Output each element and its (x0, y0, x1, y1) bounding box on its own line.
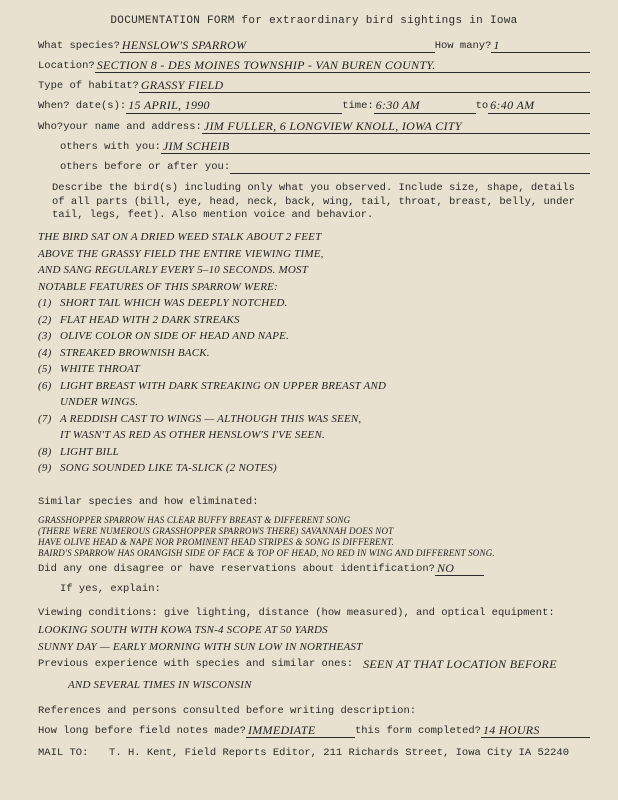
who-label: Who?your name and address: (38, 120, 202, 134)
similar-line: GRASSHOPPER SPARROW HAS CLEAR BUFFY BREA… (38, 515, 590, 526)
desc-item: (6)LIGHT BREAST WITH DARK STREAKING ON U… (38, 378, 590, 395)
others-before-value (230, 173, 590, 174)
form-page: DOCUMENTATION FORM for extraordinary bir… (0, 0, 618, 774)
viewing-body: LOOKING SOUTH WITH KOWA TSN-4 SCOPE AT 5… (38, 622, 590, 655)
location-label: Location? (38, 59, 95, 73)
disagree-value: NO (435, 562, 484, 576)
desc-item: (1)SHORT TAIL WHICH WAS DEEPLY NOTCHED. (38, 295, 590, 312)
howmany-value: 1 (491, 39, 590, 53)
others-before-label: others before or after you: (60, 160, 230, 174)
notes-value: IMMEDIATE (246, 724, 355, 738)
desc-line: THE BIRD SAT ON A DRIED WEED STALK ABOUT… (38, 229, 590, 246)
viewing-line: SUNNY DAY — EARLY MORNING WITH SUN LOW I… (38, 639, 590, 656)
similar-line: (THERE WERE NUMEROUS GRASSHOPPER SPARROW… (38, 526, 590, 537)
habitat-label: Type of habitat? (38, 79, 139, 93)
row-who: Who?your name and address: JIM FULLER, 6… (38, 120, 590, 134)
viewing-line: LOOKING SOUTH WITH KOWA TSN-4 SCOPE AT 5… (38, 622, 590, 639)
disagree-label: Did any one disagree or have reservation… (38, 562, 435, 576)
completed-label: this form completed? (355, 724, 481, 738)
row-others-before: others before or after you: (60, 160, 590, 174)
row-habitat: Type of habitat? GRASSY FIELD (38, 79, 590, 93)
desc-item: (4)STREAKED BROWNISH BACK. (38, 345, 590, 362)
time-to: 6:40 AM (488, 99, 590, 113)
row-prev: Previous experience with species and sim… (38, 657, 590, 671)
when-label: When? date(s): (38, 99, 126, 113)
desc-item: (2)FLAT HEAD WITH 2 DARK STREAKS (38, 312, 590, 329)
viewing-label: Viewing conditions: give lighting, dista… (38, 606, 590, 620)
species-value: HENSLOW'S SPARROW (120, 39, 435, 53)
form-title: DOCUMENTATION FORM for extraordinary bir… (38, 14, 590, 29)
describe-heading: Describe the bird(s) including only what… (52, 182, 590, 223)
similar-line: HAVE OLIVE HEAD & NAPE NOR PROMINENT HEA… (38, 537, 590, 548)
prev-label: Previous experience with species and sim… (38, 657, 353, 671)
others-with-value: JIM SCHEIB (161, 140, 590, 154)
mail-label: MAIL TO: (38, 747, 88, 759)
others-with-label: others with you: (60, 140, 161, 154)
time-to-label: to (476, 99, 489, 113)
desc-item-cont: UNDER WINGS. (60, 394, 590, 411)
howmany-label: How many? (435, 39, 492, 53)
desc-line: NOTABLE FEATURES OF THIS SPARROW WERE: (38, 279, 590, 296)
desc-item: (5)WHITE THROAT (38, 361, 590, 378)
description-body: THE BIRD SAT ON A DRIED WEED STALK ABOUT… (38, 229, 590, 477)
desc-item-cont: IT WASN'T AS RED AS OTHER HENSLOW'S I'VE… (60, 427, 590, 444)
similar-label: Similar species and how eliminated: (38, 495, 590, 509)
habitat-value: GRASSY FIELD (139, 79, 590, 93)
prev-line2: AND SEVERAL TIMES IN WISCONSIN (68, 677, 590, 694)
row-notes: How long before field notes made? IMMEDI… (38, 724, 590, 738)
when-date: 15 APRIL, 1990 (126, 99, 342, 113)
time-from: 6:30 AM (374, 99, 476, 113)
mail-line: MAIL TO: T. H. Kent, Field Reports Edito… (38, 746, 590, 760)
desc-item: (3)OLIVE COLOR ON SIDE OF HEAD AND NAPE. (38, 328, 590, 345)
desc-item: (8)LIGHT BILL (38, 444, 590, 461)
completed-value: 14 HOURS (481, 724, 590, 738)
desc-item: (9)SONG SOUNDED LIKE TA-SLICK (2 NOTES) (38, 460, 590, 477)
refs-label: References and persons consulted before … (38, 704, 590, 718)
similar-line: BAIRD'S SPARROW HAS ORANGISH SIDE OF FAC… (38, 548, 590, 559)
row-ifyes: If yes, explain: (60, 582, 590, 596)
row-location: Location? SECTION 8 - DES MOINES TOWNSHI… (38, 59, 590, 73)
notes-label: How long before field notes made? (38, 724, 246, 738)
ifyes-label: If yes, explain: (60, 582, 161, 596)
prev-line1: SEEN AT THAT LOCATION BEFORE (361, 658, 590, 671)
row-others-with: others with you: JIM SCHEIB (60, 140, 590, 154)
location-value: SECTION 8 - DES MOINES TOWNSHIP - VAN BU… (95, 59, 590, 73)
row-species: What species? HENSLOW'S SPARROW How many… (38, 39, 590, 53)
desc-line: AND SANG REGULARLY EVERY 5–10 SECONDS. M… (38, 262, 590, 279)
row-disagree: Did any one disagree or have reservation… (38, 562, 590, 576)
desc-line: ABOVE THE GRASSY FIELD THE ENTIRE VIEWIN… (38, 246, 590, 263)
who-value: JIM FULLER, 6 LONGVIEW KNOLL, IOWA CITY (202, 120, 590, 134)
similar-body: GRASSHOPPER SPARROW HAS CLEAR BUFFY BREA… (38, 515, 590, 560)
time-label: time: (342, 99, 374, 113)
row-when: When? date(s): 15 APRIL, 1990 time: 6:30… (38, 99, 590, 113)
mail-to: T. H. Kent, Field Reports Editor, 211 Ri… (109, 747, 569, 759)
desc-item: (7)A REDDISH CAST TO WINGS — ALTHOUGH TH… (38, 411, 590, 428)
species-label: What species? (38, 39, 120, 53)
